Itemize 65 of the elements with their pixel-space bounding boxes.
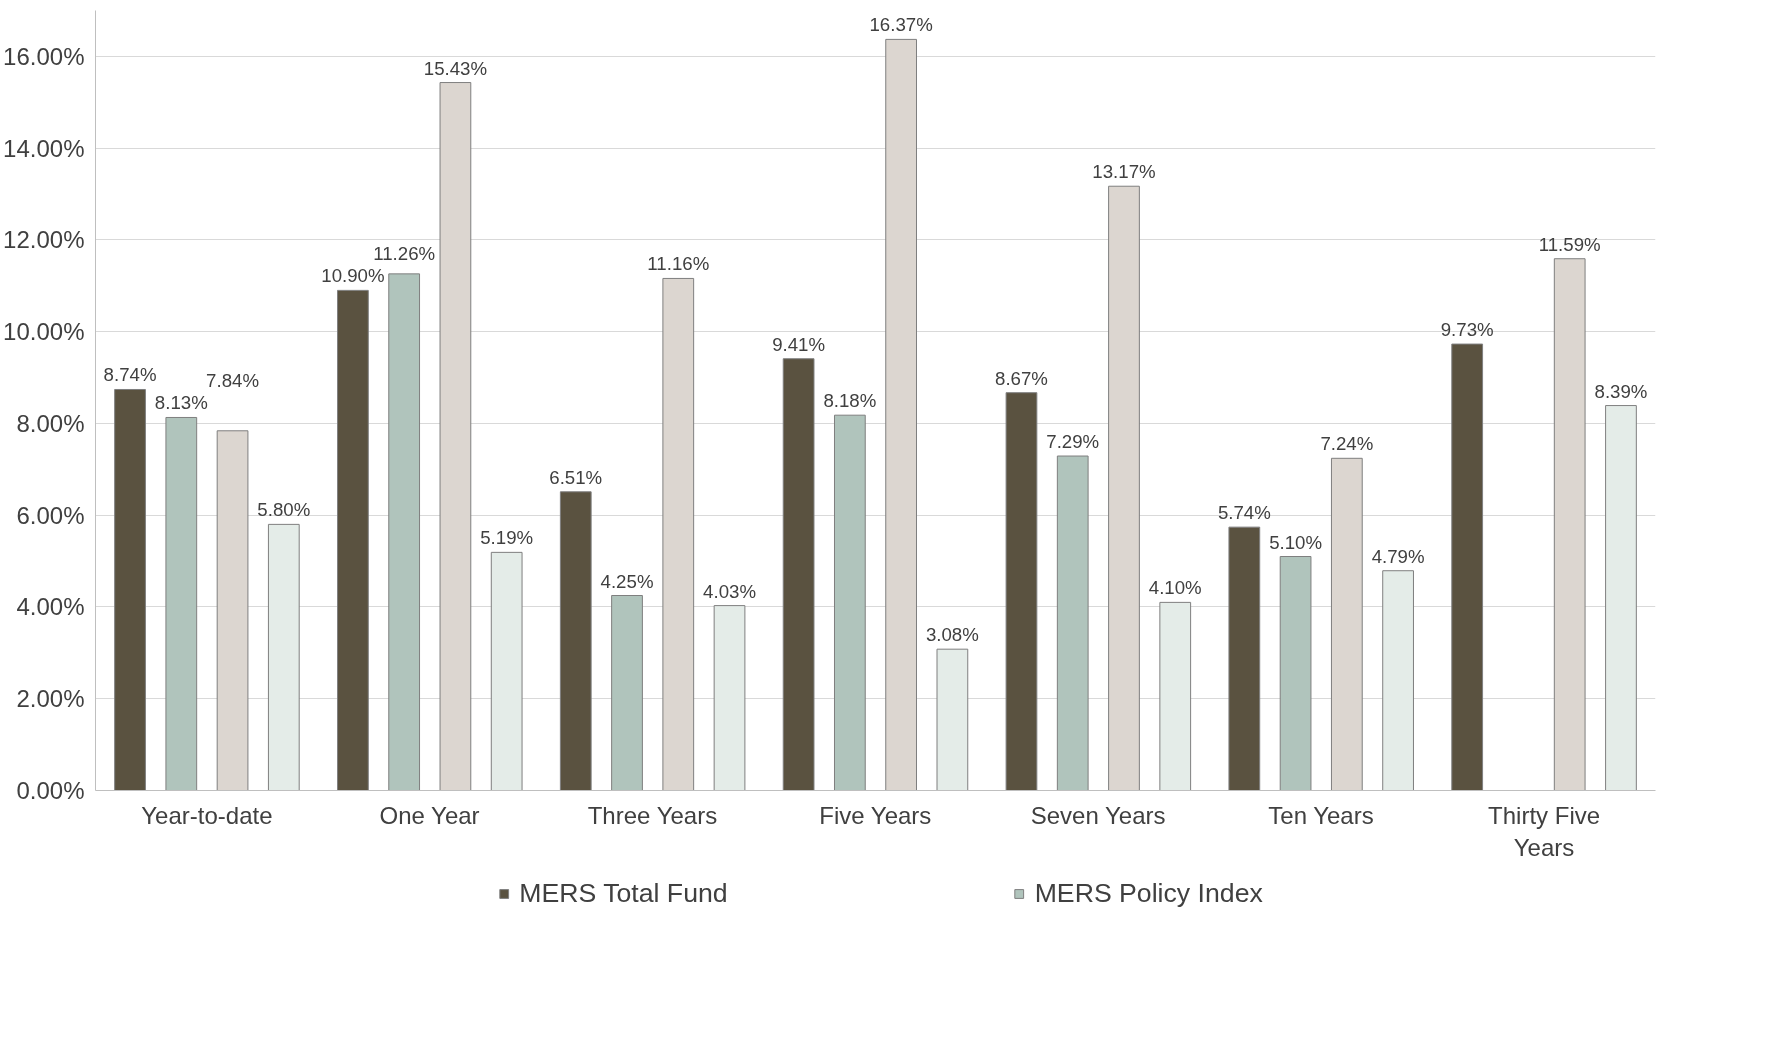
data-label: 8.18% xyxy=(823,390,877,412)
data-label: 9.73% xyxy=(1440,319,1494,341)
bar xyxy=(833,414,866,791)
bar xyxy=(490,551,523,791)
bar xyxy=(1228,526,1261,791)
y-tick-label: 0.00% xyxy=(16,777,85,804)
data-label: 5.10% xyxy=(1269,531,1323,553)
data-label: 16.37% xyxy=(869,14,933,36)
x-tick-label: Thirty Five Years xyxy=(1488,801,1601,861)
y-tick-label: 6.00% xyxy=(16,501,85,529)
bar xyxy=(114,388,146,791)
bar xyxy=(1005,392,1038,791)
y-tick-label: 4.00% xyxy=(16,593,85,621)
bar xyxy=(936,648,969,791)
bar xyxy=(1159,601,1192,791)
x-tick-label: Five Years xyxy=(819,801,932,829)
bar xyxy=(713,605,746,791)
bar xyxy=(337,289,369,791)
data-label: 11.26% xyxy=(373,243,436,265)
data-label: 7.84% xyxy=(206,370,260,392)
data-label: 9.41% xyxy=(772,333,826,355)
data-label: 7.29% xyxy=(1046,431,1100,453)
x-tick-label: Year-to-date xyxy=(141,801,273,829)
data-label: 7.24% xyxy=(1320,433,1374,455)
bar xyxy=(165,416,198,791)
data-label: 6.51% xyxy=(549,466,603,488)
bar xyxy=(1451,343,1484,791)
data-label: 8.13% xyxy=(154,392,208,414)
x-tick-label: Seven Years xyxy=(1030,801,1166,829)
bar xyxy=(611,595,643,791)
data-label: 4.10% xyxy=(1148,577,1202,599)
bar xyxy=(1605,405,1637,791)
y-tick-label: 16.00% xyxy=(3,42,85,70)
y-tick-label: 14.00% xyxy=(3,134,85,162)
data-label: 3.08% xyxy=(925,624,979,646)
bar xyxy=(267,523,300,791)
bar xyxy=(1382,570,1414,791)
data-label: 4.79% xyxy=(1371,545,1425,567)
bar xyxy=(559,491,592,791)
y-tick-label: 10.00% xyxy=(3,318,85,346)
data-label: 11.59% xyxy=(1538,233,1601,255)
data-label: 13.17% xyxy=(1092,161,1156,183)
x-tick-label: Three Years xyxy=(587,801,718,829)
y-tick-label: 2.00% xyxy=(16,685,85,713)
data-label: 4.25% xyxy=(600,570,654,592)
data-label: 10.90% xyxy=(321,265,385,287)
data-label: 8.74% xyxy=(103,364,157,386)
data-label: 15.43% xyxy=(423,57,488,79)
legend-label: MERS Policy Index xyxy=(1034,877,1263,909)
x-tick-label: Ten Years xyxy=(1268,801,1374,829)
legend-label: MERS Total Fund xyxy=(519,877,728,909)
bar xyxy=(1279,556,1312,791)
data-label: 11.16% xyxy=(647,253,710,275)
data-label: 4.03% xyxy=(703,580,756,602)
data-label: 5.80% xyxy=(257,499,311,521)
y-tick-label: 12.00% xyxy=(3,226,85,254)
bar xyxy=(1056,455,1089,791)
bar xyxy=(782,358,815,791)
data-label: 8.39% xyxy=(1594,380,1648,402)
y-tick-label: 8.00% xyxy=(16,409,85,437)
x-tick-label: One Year xyxy=(379,801,480,829)
bar xyxy=(388,273,421,791)
data-label: 5.19% xyxy=(480,527,534,549)
data-label: 8.67% xyxy=(995,367,1048,389)
data-label: 5.74% xyxy=(1217,502,1271,524)
